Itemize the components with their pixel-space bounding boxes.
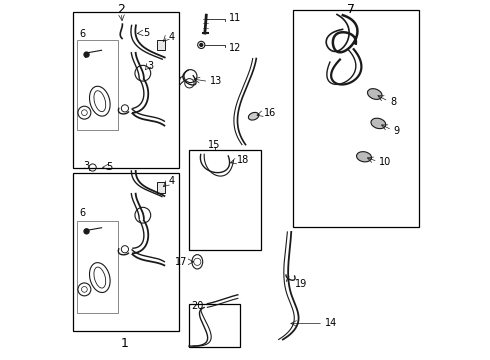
Text: 12: 12 xyxy=(229,43,241,53)
Text: 7: 7 xyxy=(347,3,355,15)
FancyBboxPatch shape xyxy=(157,40,165,50)
Bar xyxy=(294,10,419,227)
Bar xyxy=(76,221,118,313)
Text: 20: 20 xyxy=(191,301,204,311)
Ellipse shape xyxy=(371,118,386,129)
Text: 14: 14 xyxy=(324,319,337,328)
Ellipse shape xyxy=(368,89,382,99)
Text: 17: 17 xyxy=(174,257,187,267)
Text: 8: 8 xyxy=(390,97,396,107)
Circle shape xyxy=(84,52,89,57)
Bar xyxy=(190,304,240,347)
Text: 5: 5 xyxy=(143,28,149,38)
Text: 4: 4 xyxy=(169,32,174,42)
Text: 15: 15 xyxy=(208,140,220,150)
Text: 19: 19 xyxy=(295,279,307,289)
Circle shape xyxy=(200,44,203,46)
Text: 13: 13 xyxy=(210,76,222,86)
Ellipse shape xyxy=(248,112,259,120)
Bar xyxy=(73,12,179,167)
Circle shape xyxy=(84,229,89,234)
Text: 1: 1 xyxy=(121,337,129,350)
Text: 10: 10 xyxy=(379,157,392,167)
Text: 3: 3 xyxy=(83,161,90,171)
Text: 3: 3 xyxy=(147,61,153,71)
Text: 9: 9 xyxy=(394,126,400,136)
Text: 5: 5 xyxy=(106,162,113,172)
Bar xyxy=(76,40,118,130)
Ellipse shape xyxy=(357,152,371,162)
FancyBboxPatch shape xyxy=(157,182,165,193)
Text: 16: 16 xyxy=(264,108,276,118)
Text: 2: 2 xyxy=(118,3,125,16)
Text: 6: 6 xyxy=(79,29,85,39)
Text: 11: 11 xyxy=(229,13,241,23)
Text: 4: 4 xyxy=(169,176,174,186)
Bar xyxy=(190,150,261,250)
Bar xyxy=(73,173,179,330)
Text: 6: 6 xyxy=(79,208,85,218)
Text: 18: 18 xyxy=(237,156,249,165)
